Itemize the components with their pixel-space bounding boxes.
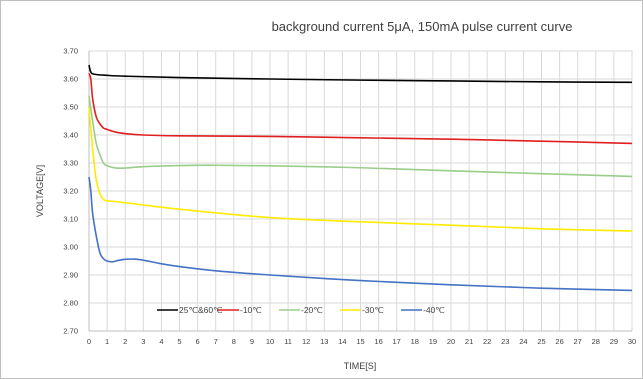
y-tick-label: 3.50	[63, 103, 78, 112]
x-tick-label: 22	[483, 337, 491, 346]
y-tick-label: 3.10	[63, 215, 78, 224]
series-line-0	[88, 64, 633, 84]
x-tick-label: 5	[177, 337, 181, 346]
x-tick-label: 19	[429, 337, 437, 346]
x-tick-label: 14	[338, 337, 346, 346]
x-tick-label: 24	[519, 337, 527, 346]
y-tick-label: 2.70	[63, 327, 78, 336]
x-tick-label: 13	[320, 337, 328, 346]
legend-label: -10℃	[240, 305, 262, 315]
y-tick-label: 3.60	[63, 75, 78, 84]
x-tick-label: 18	[411, 337, 419, 346]
y-tick-label: 3.00	[63, 243, 78, 252]
x-tick-label: 23	[501, 337, 509, 346]
legend-label: 25℃&60℃	[179, 305, 223, 315]
x-tick-label: 27	[574, 337, 582, 346]
x-tick-label: 12	[302, 337, 310, 346]
x-tick-label: 7	[214, 337, 218, 346]
y-axis-title: VOLTAGE[V]	[35, 165, 45, 217]
y-tick-label: 3.20	[63, 187, 78, 196]
y-tick-label: 3.40	[63, 131, 78, 140]
legend-label: -20℃	[301, 305, 323, 315]
series-line-3	[88, 106, 633, 232]
series-line-1	[88, 73, 633, 145]
x-tick-label: 10	[266, 337, 274, 346]
x-tick-label: 21	[465, 337, 473, 346]
x-tick-label: 29	[610, 337, 618, 346]
x-tick-label: 2	[123, 337, 127, 346]
x-tick-label: 30	[628, 337, 636, 346]
x-tick-label: 20	[447, 337, 455, 346]
x-tick-label: 6	[196, 337, 200, 346]
x-axis-title: TIME[S]	[344, 361, 377, 371]
x-tick-label: 16	[374, 337, 382, 346]
x-tick-label: 9	[250, 337, 254, 346]
x-tick-label: 26	[555, 337, 563, 346]
y-tick-label: 2.90	[63, 271, 78, 280]
x-tick-label: 4	[159, 337, 163, 346]
x-tick-label: 25	[537, 337, 545, 346]
x-tick-label: 17	[393, 337, 401, 346]
x-tick-label: 15	[356, 337, 364, 346]
x-tick-label: 1	[105, 337, 109, 346]
series-line-4	[88, 176, 633, 292]
legend-label: -30℃	[362, 305, 384, 315]
series-lines	[88, 64, 633, 292]
chart-title: background current 5μA, 150mA pulse curr…	[272, 19, 573, 34]
series-line-2	[88, 95, 633, 178]
legend: 25℃&60℃ -10℃ -20℃ -30℃ -40℃	[157, 305, 445, 315]
y-tick-label: 2.80	[63, 299, 78, 308]
x-tick-label: 0	[87, 337, 91, 346]
axes: 2.70 2.80 2.90 3.00 3.10 3.20 3.30 3.40 3.50 3.60…	[63, 47, 636, 347]
y-tick-label: 3.30	[63, 159, 78, 168]
legend-label: -40℃	[423, 305, 445, 315]
x-tick-label: 11	[284, 337, 292, 346]
y-tick-label: 3.70	[63, 47, 78, 56]
x-tick-label: 8	[232, 337, 236, 346]
x-tick-label: 28	[592, 337, 600, 346]
x-tick-label: 3	[141, 337, 145, 346]
